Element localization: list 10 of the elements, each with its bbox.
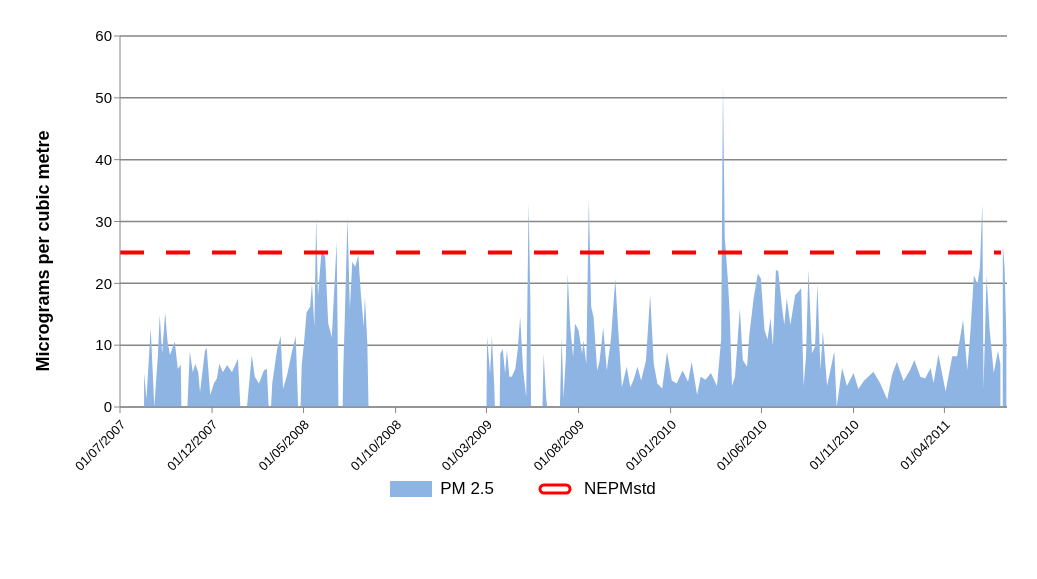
y-tick-label: 0 (103, 398, 112, 416)
y-tick-label: 30 (95, 212, 112, 230)
y-tick-label: 50 (95, 89, 112, 107)
legend-label: NEPMstd (584, 479, 656, 499)
y-tick-label: 10 (95, 336, 112, 354)
legend-label: PM 2.5 (440, 479, 495, 499)
y-tick-label: 20 (95, 274, 112, 292)
y-tick-label: 60 (95, 27, 112, 45)
y-tick-label: 40 (95, 150, 112, 168)
y-axis-title: Micrograms per cubic metre (33, 130, 54, 372)
